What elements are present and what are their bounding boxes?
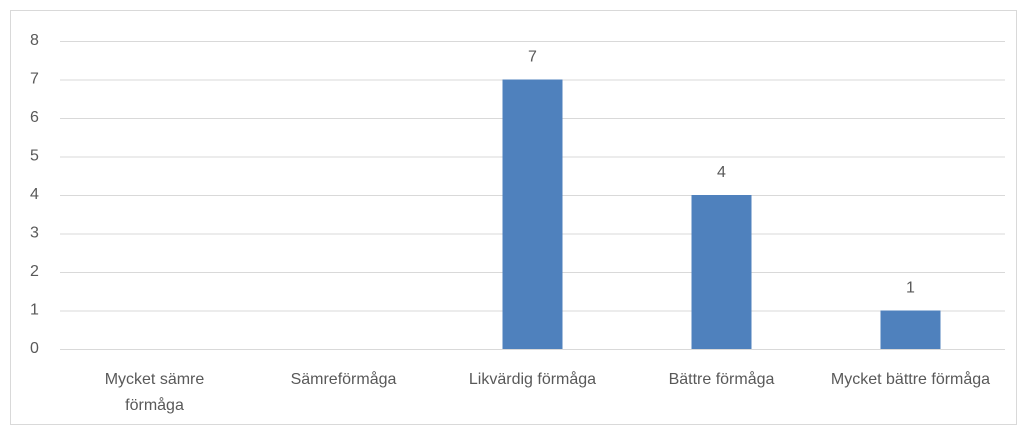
y-tick-label: 0 (30, 340, 39, 357)
y-tick-label: 4 (30, 186, 39, 203)
bar (880, 310, 941, 349)
data-label: 4 (717, 164, 726, 181)
x-tick-label: Likvärdig förmåga (468, 371, 597, 388)
y-tick-label: 3 (30, 225, 39, 242)
x-tick-label: Mycket sämre förmåga (104, 371, 205, 414)
y-tick-label: 8 (30, 32, 39, 49)
data-label: 7 (528, 49, 537, 66)
y-tick-label: 1 (30, 302, 39, 319)
x-tick-label: Mycket bättre förmåga (830, 371, 991, 388)
x-tick-label: Sämreförmåga (290, 371, 397, 388)
y-tick-label: 5 (30, 148, 39, 165)
bar (691, 195, 752, 349)
y-tick-label: 6 (30, 109, 39, 126)
bar (502, 79, 563, 349)
y-tick-label: 2 (30, 263, 39, 280)
y-tick-label: 7 (30, 71, 39, 88)
x-tick-label: Bättre förmåga (668, 371, 775, 388)
data-label: 1 (906, 280, 915, 297)
